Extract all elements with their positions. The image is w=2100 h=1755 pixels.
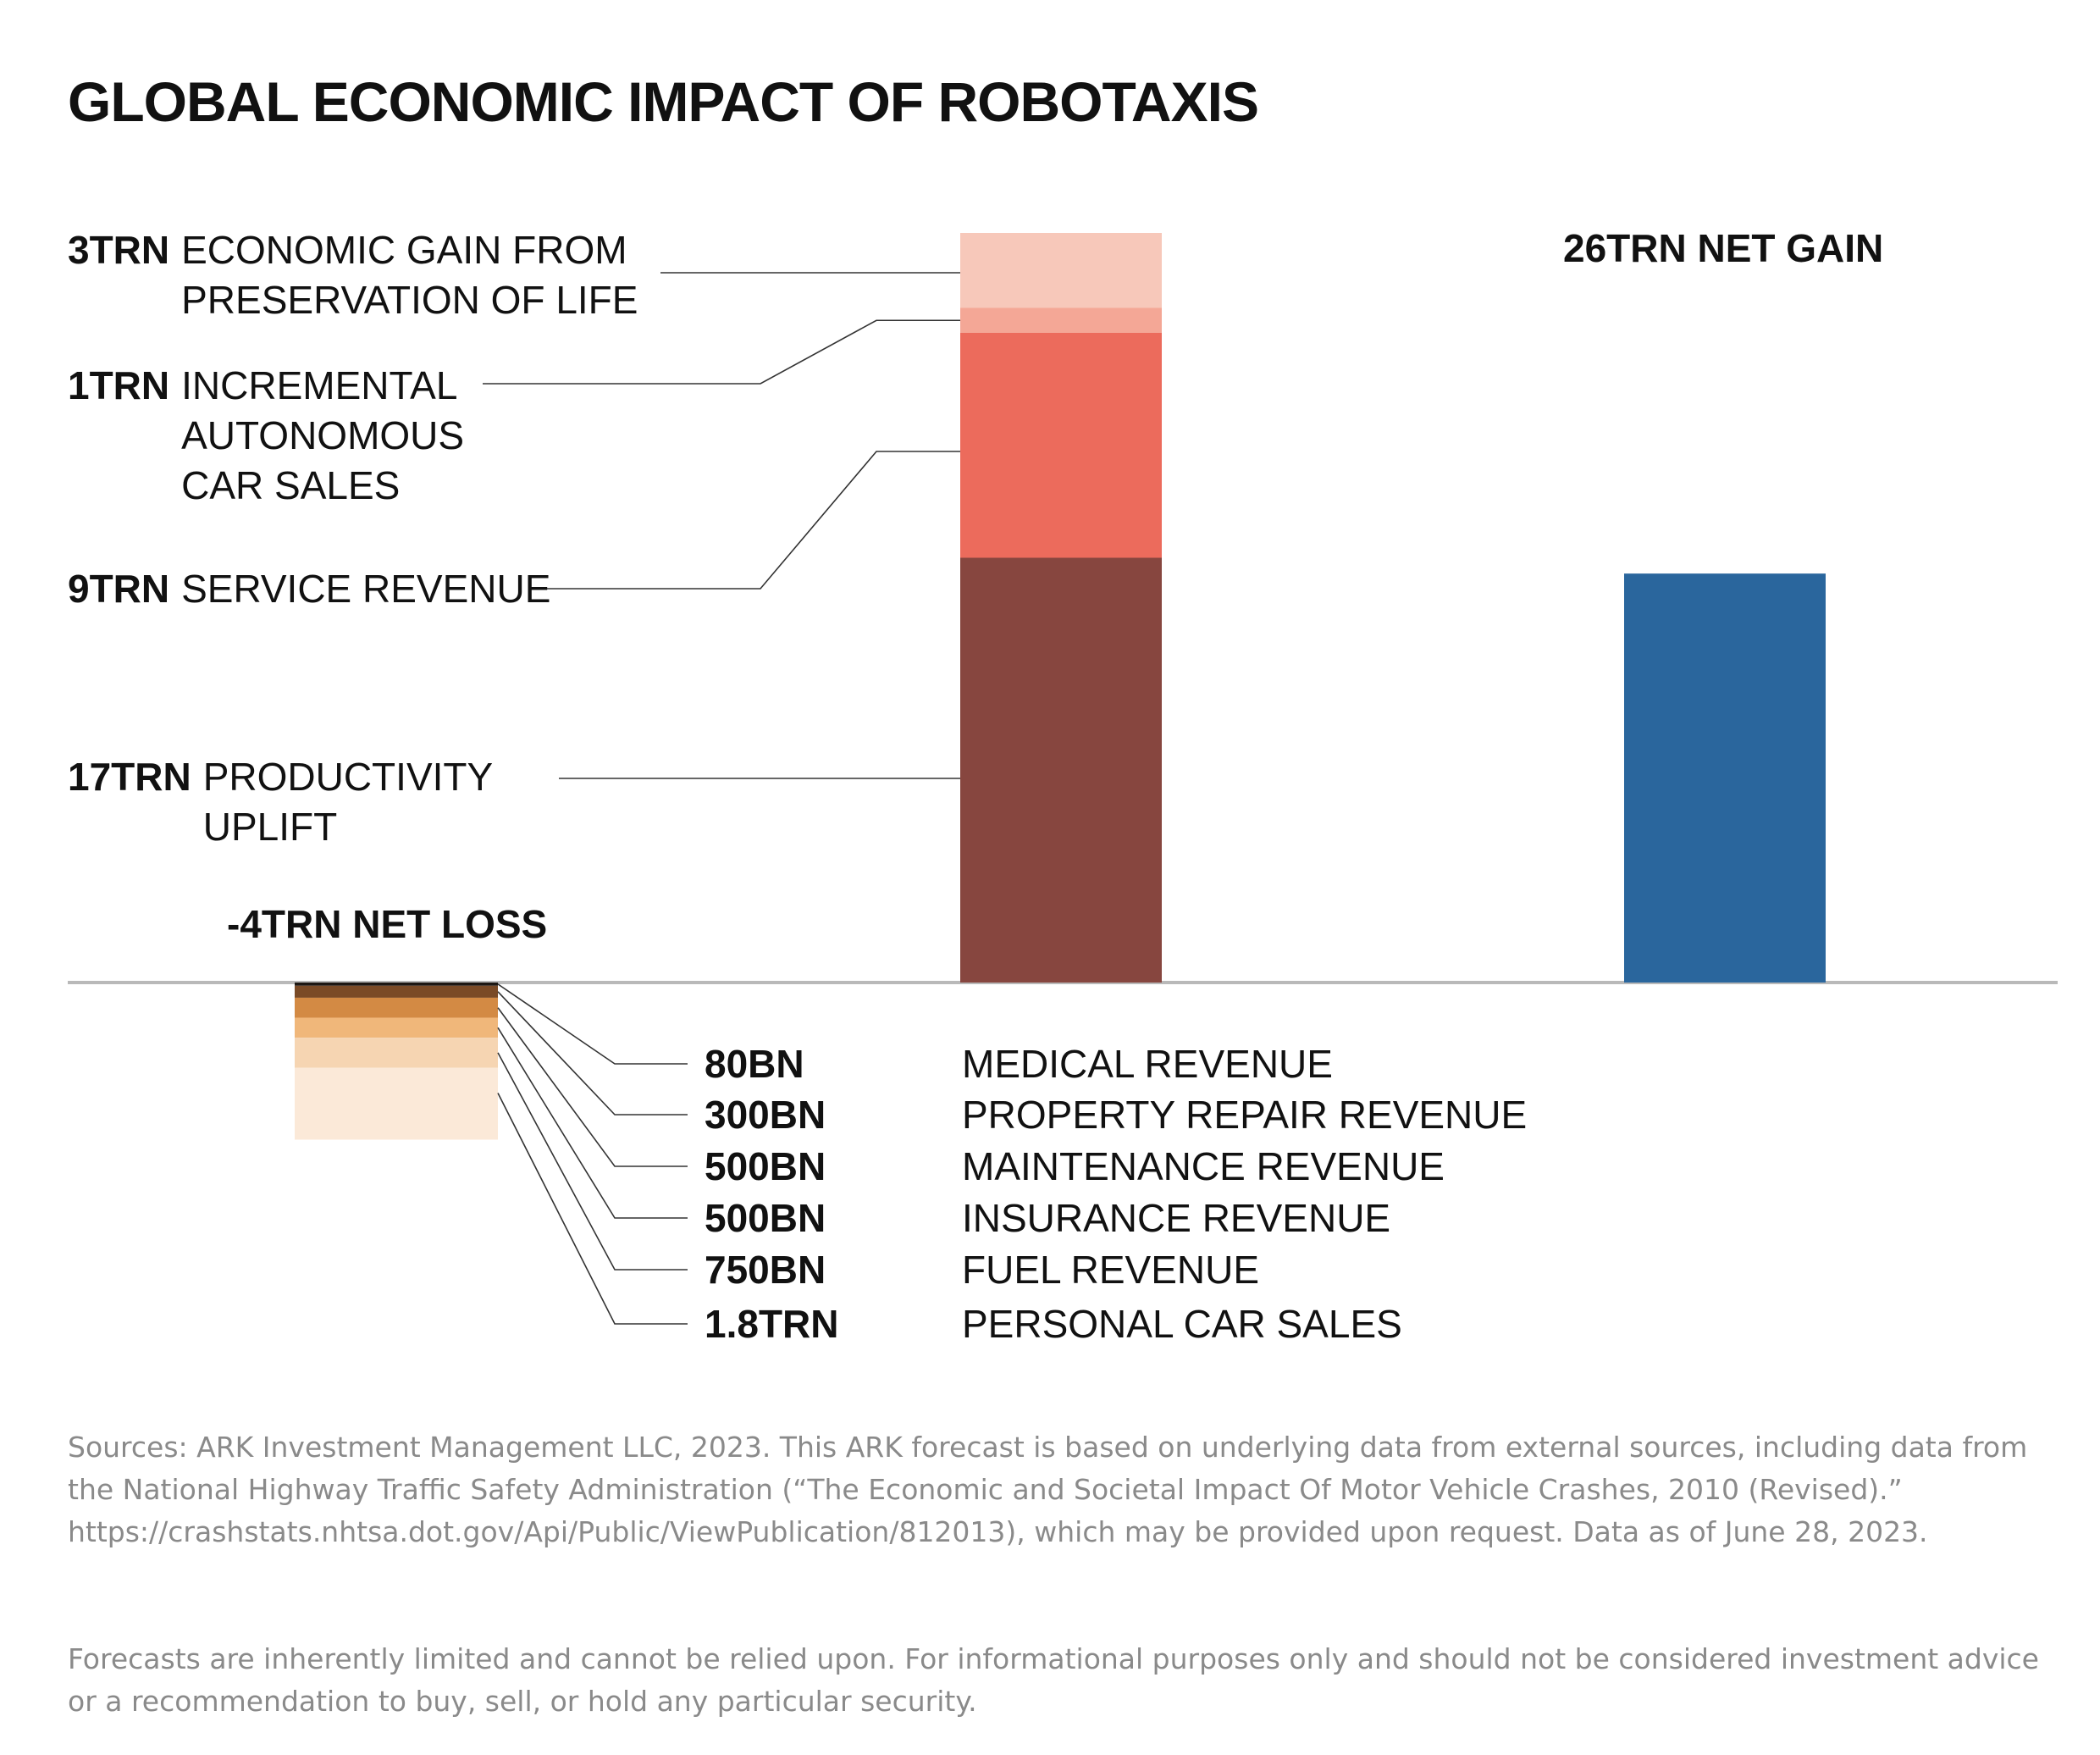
gain-description-label: ECONOMIC GAIN FROM PRESERVATION OF LIFE (181, 228, 638, 322)
loss-description-label: MEDICAL REVENUE (962, 1042, 1333, 1086)
loss-description-label: MAINTENANCE REVENUE (962, 1144, 1445, 1188)
loss-leader-line (497, 1093, 688, 1325)
loss-bar-segment (295, 1017, 498, 1038)
gain-description-label: INCREMENTAL AUTONOMOUS CAR SALES (181, 363, 465, 507)
loss-leader-line (497, 983, 688, 1065)
gain-bar-segment (960, 333, 1162, 558)
gain-description-label: PRODUCTIVITY UPLIFT (202, 755, 494, 849)
sources-note: Sources: ARK Investment Management LLC, … (68, 1431, 2028, 1548)
gain-label: 1TRN INCREMENTAL AUTONOMOUS CAR SALES (68, 361, 464, 511)
loss-value-label: 300BN (705, 1093, 826, 1137)
loss-bar-segment (295, 997, 498, 1018)
net-loss-label: -4TRN NET LOSS (227, 902, 548, 946)
loss-bar-segment (295, 985, 498, 998)
loss-description-label: FUEL REVENUE (962, 1248, 1260, 1292)
gain-label: 17TRN PRODUCTIVITY UPLIFT (68, 752, 493, 852)
loss-leader-line (497, 991, 688, 1116)
net-gain-bar (1624, 573, 1826, 983)
loss-description-label: PERSONAL CAR SALES (962, 1302, 1402, 1346)
gain-label: 3TRN ECONOMIC GAIN FROM PRESERVATION OF L… (68, 225, 638, 325)
gain-value-label: 1TRN (68, 363, 170, 407)
loss-description-label: PROPERTY REPAIR REVENUE (962, 1093, 1528, 1137)
disclaimer-note: Forecasts are inherently limited and can… (68, 1642, 2039, 1718)
loss-row: 80BN MEDICAL REVENUE (705, 1040, 1534, 1088)
loss-bar-segment (295, 1067, 498, 1140)
loss-row: 750BN FUEL REVENUE (705, 1246, 1534, 1293)
loss-leader-line (497, 1007, 688, 1167)
loss-leader-line (497, 1027, 688, 1219)
loss-leader-line (497, 1052, 688, 1271)
loss-bar-segment (295, 983, 498, 986)
gain-bar-segment (960, 307, 1162, 333)
chart-title: GLOBAL ECONOMIC IMPACT OF ROBOTAXIS (68, 70, 1259, 133)
loss-row: 300BN PROPERTY REPAIR REVENUE (705, 1091, 1534, 1138)
loss-value-label: 500BN (705, 1144, 826, 1188)
gain-leader-line (483, 319, 960, 385)
loss-value-label: 750BN (705, 1248, 826, 1292)
loss-row: 500BN INSURANCE REVENUE (705, 1194, 1534, 1242)
loss-value-label: 80BN (705, 1042, 804, 1086)
loss-bar-segment (295, 1038, 498, 1068)
loss-row: 500BN MAINTENANCE REVENUE (705, 1143, 1534, 1190)
net-gain-label: 26TRN NET GAIN (1563, 226, 1884, 270)
gain-description-label: SERVICE REVENUE (181, 567, 551, 611)
loss-description-label: INSURANCE REVENUE (962, 1196, 1391, 1240)
gain-value-label: 17TRN (68, 755, 191, 799)
loss-row: 1.8TRN PERSONAL CAR SALES (705, 1300, 1534, 1348)
loss-value-label: 1.8TRN (705, 1302, 839, 1346)
loss-value-label: 500BN (705, 1196, 826, 1240)
gain-leader-line (538, 451, 960, 590)
gain-bar-segment (960, 233, 1162, 308)
gain-value-label: 3TRN (68, 228, 170, 272)
gain-value-label: 9TRN (68, 567, 170, 611)
gain-label: 9TRN SERVICE REVENUE (68, 564, 550, 614)
gain-bar-segment (960, 557, 1162, 983)
